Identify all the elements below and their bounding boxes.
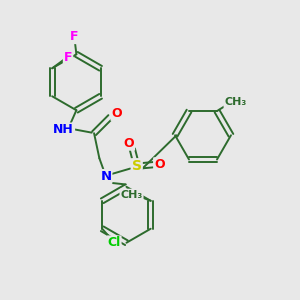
Text: CH₃: CH₃ xyxy=(120,190,143,200)
Text: S: S xyxy=(132,159,142,173)
Text: O: O xyxy=(154,158,165,171)
Text: F: F xyxy=(64,51,72,64)
Text: F: F xyxy=(70,30,79,43)
Text: O: O xyxy=(124,137,134,150)
Text: Cl: Cl xyxy=(107,236,121,249)
Text: CH₃: CH₃ xyxy=(224,97,247,107)
Text: NH: NH xyxy=(53,124,74,136)
Text: O: O xyxy=(111,107,122,120)
Text: N: N xyxy=(100,170,111,183)
